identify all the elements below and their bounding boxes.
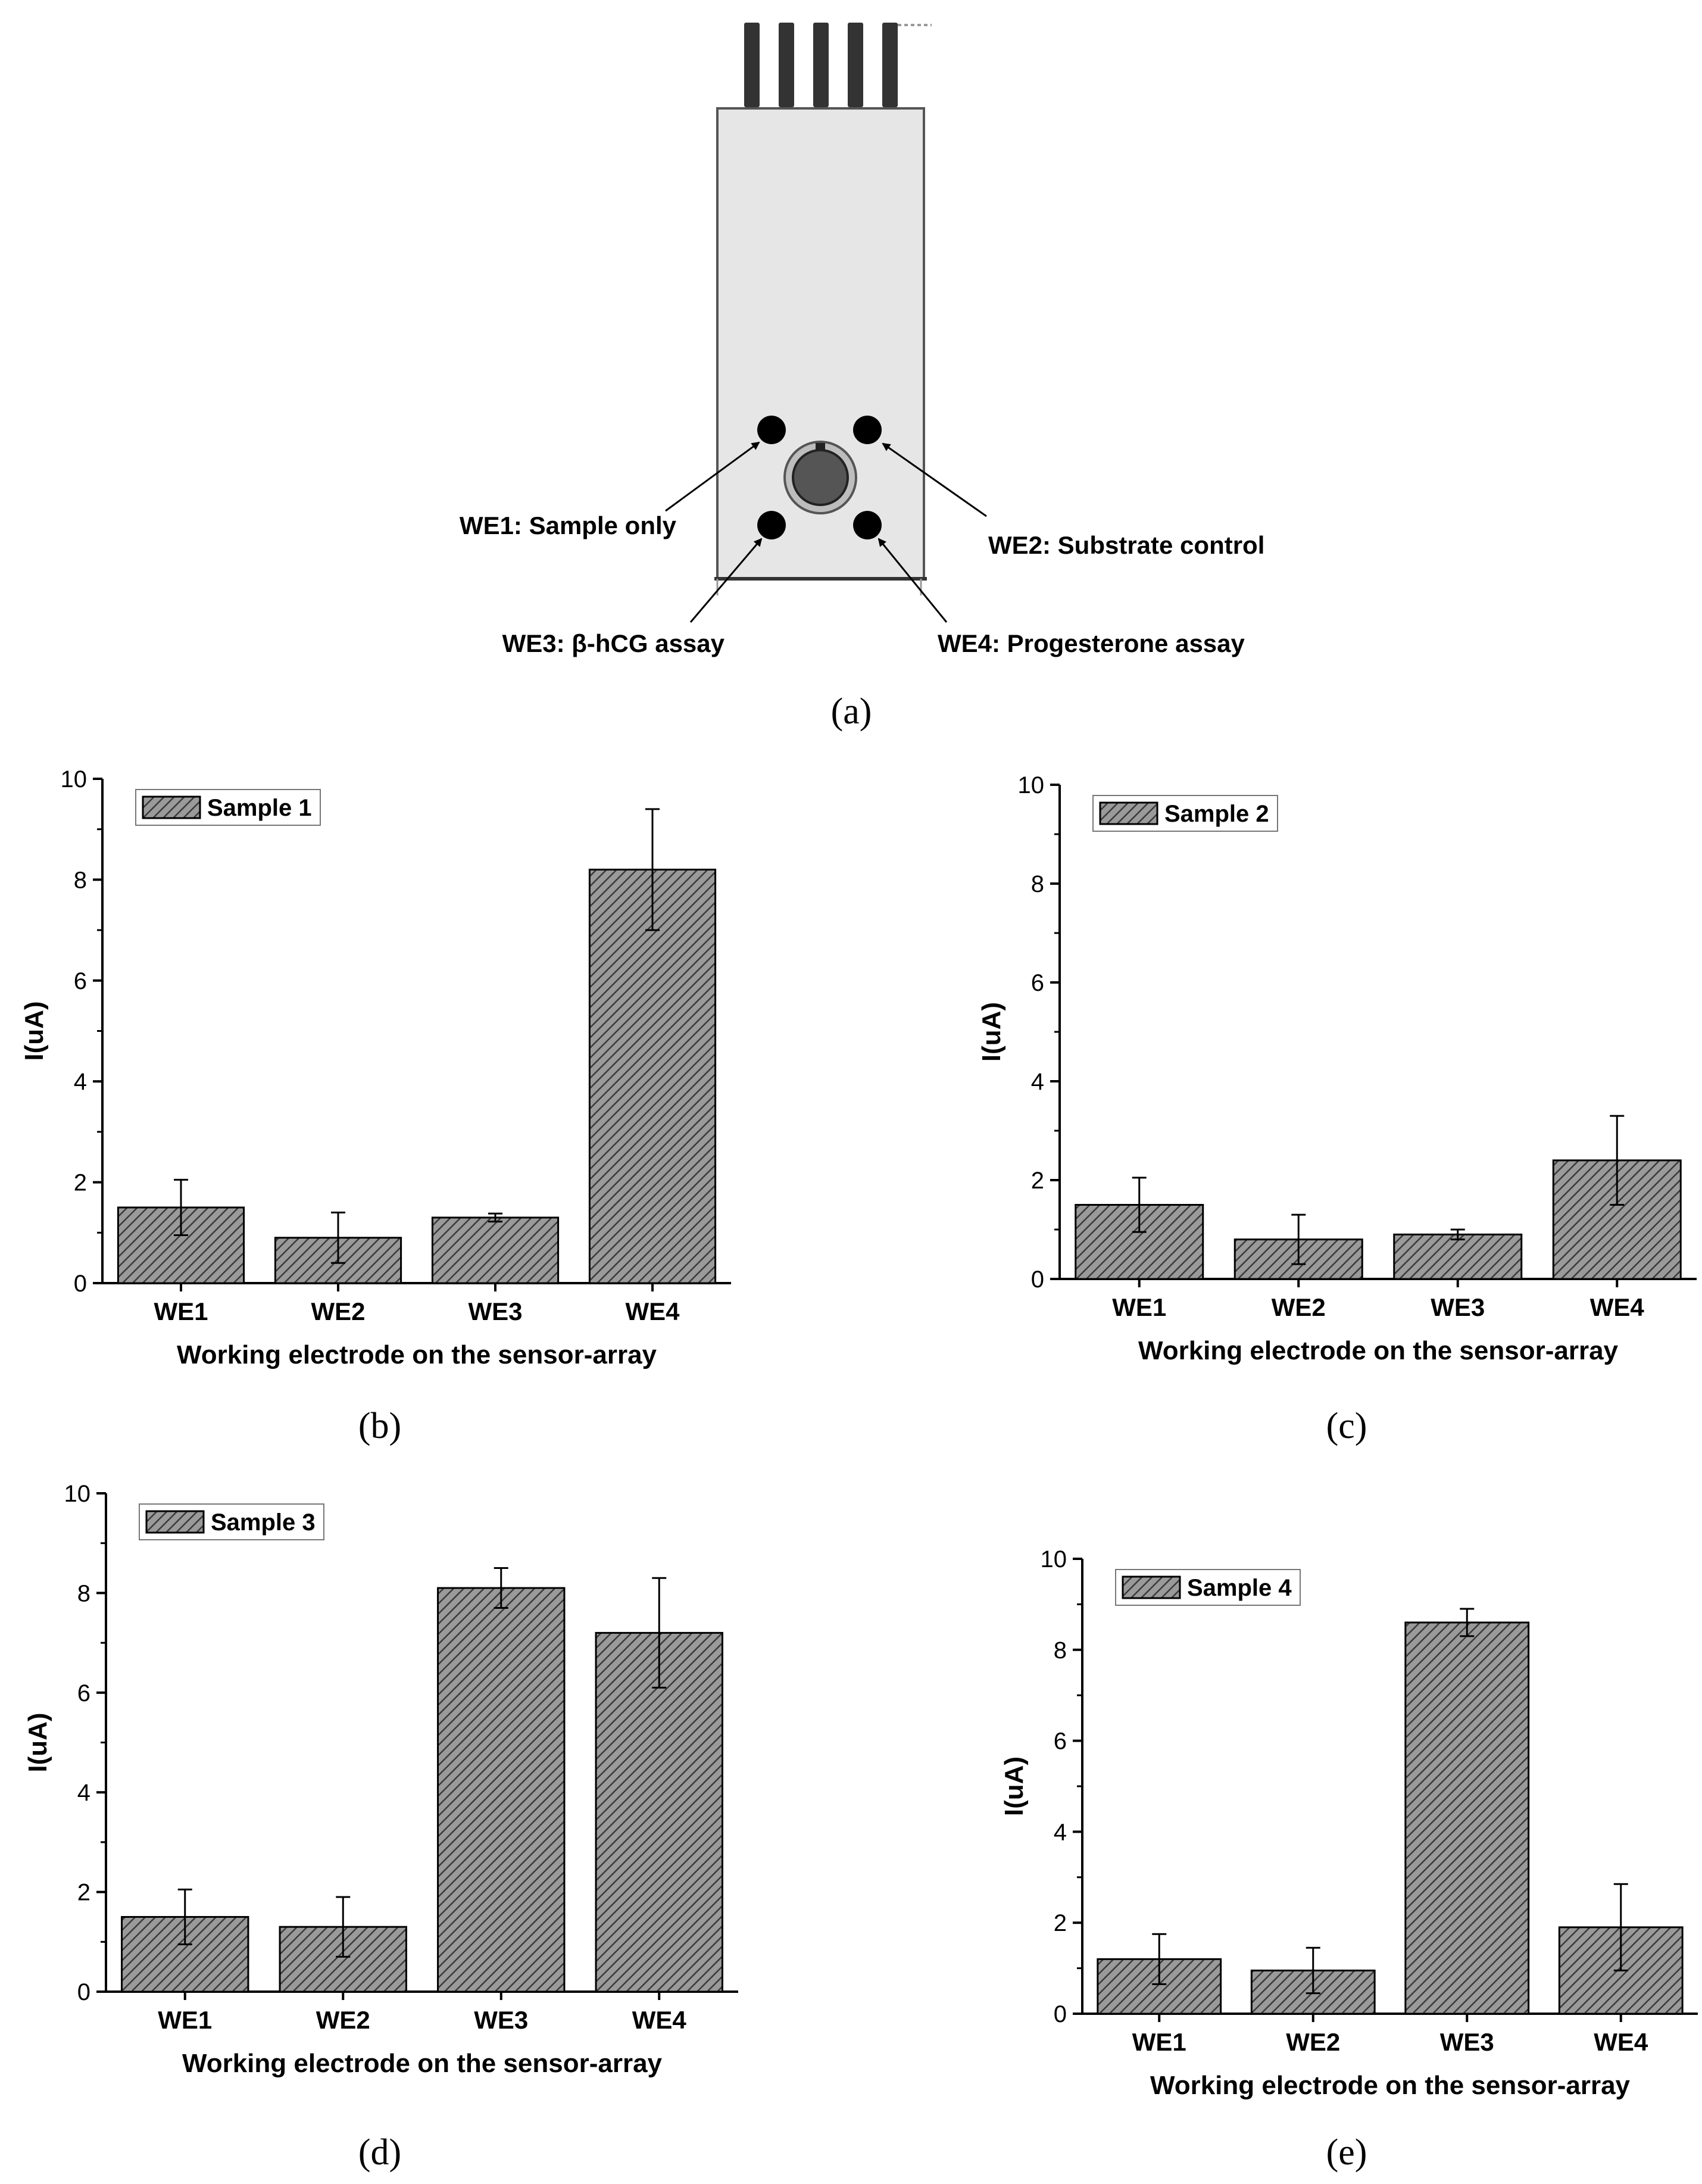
x-axis-label: Working electrode on the sensor-array — [1150, 2071, 1631, 2100]
y-tick-label: 8 — [74, 867, 87, 893]
x-axis-label: Working electrode on the sensor-array — [1138, 1336, 1619, 1365]
panel-label-d: (d) — [358, 2132, 401, 2173]
x-tick-label: WE2 — [311, 1297, 365, 1325]
y-tick-label: 0 — [1031, 1266, 1044, 1293]
x-tick-label: WE3 — [1431, 1293, 1485, 1321]
y-tick-label: 8 — [1054, 1637, 1067, 1664]
electrode-we1 — [757, 416, 786, 444]
chart-sample-2: 0 2 4 6 8 10 WE1 WE2 WE3 WE4 Working electrode on … — [977, 772, 1697, 1365]
y-tick-label: 6 — [1031, 970, 1044, 996]
x-tick-label: WE4 — [1594, 2028, 1648, 2056]
electrode-we4 — [853, 511, 882, 539]
electrode-we3 — [757, 511, 786, 539]
x-tick-label: WE1 — [1132, 2028, 1186, 2056]
x-tick-label: WE4 — [632, 2006, 687, 2034]
connector-pin — [882, 23, 898, 107]
y-tick-label: 4 — [1031, 1069, 1044, 1095]
y-tick-label: 0 — [74, 1271, 87, 1297]
chart-sample-1: 0 2 4 6 8 10 WE1 WE2 WE3 WE4 Working electrode on … — [20, 766, 731, 1369]
arrow-we1 — [665, 441, 760, 512]
bar-we1 — [1097, 1958, 1222, 2015]
y-tick-label: 4 — [77, 1780, 90, 1806]
x-axis-label: Working electrode on the sensor-array — [182, 2049, 663, 2078]
legend-label: Sample 2 — [1164, 801, 1269, 827]
y-axis-label: I(uA) — [977, 1002, 1006, 1062]
bar-we3 — [431, 1216, 560, 1284]
y-tick-label: 10 — [1041, 1546, 1067, 1573]
arrow-we3 — [689, 538, 763, 623]
y-axis-label: I(uA) — [23, 1712, 52, 1772]
panel-label-a: (a) — [831, 691, 872, 732]
y-tick-label: 8 — [1031, 871, 1044, 897]
connector-pin — [744, 23, 760, 107]
y-tick-label: 6 — [77, 1680, 90, 1706]
y-tick-label: 6 — [1054, 1729, 1067, 1755]
y-tick-label: 10 — [61, 766, 88, 793]
legend-swatch — [145, 1510, 205, 1534]
legend-swatch — [1099, 801, 1158, 825]
legend-label: Sample 3 — [211, 1509, 316, 1536]
y-tick-label: 2 — [1031, 1168, 1044, 1194]
x-tick-label: WE2 — [1286, 2028, 1340, 2056]
panel-label-b: (b) — [358, 1406, 401, 1446]
label-we4: WE4: Progesterone assay — [938, 629, 1245, 657]
x-axis-label: Working electrode on the sensor-array — [177, 1340, 657, 1369]
bar-we3 — [1393, 1233, 1523, 1280]
label-we2: WE2: Substrate control — [988, 531, 1264, 559]
y-tick-label: 4 — [1054, 1819, 1067, 1845]
panel-label-e: (e) — [1326, 2132, 1367, 2173]
bar-we4 — [588, 868, 717, 1284]
y-tick-label: 8 — [77, 1580, 90, 1606]
x-tick-label: WE4 — [1590, 1293, 1645, 1321]
electrode-we2 — [853, 416, 882, 444]
x-tick-label: WE2 — [1272, 1293, 1326, 1321]
bar-we3 — [437, 1587, 566, 1993]
sensor-device: WE1: Sample only WE2: Substrate control … — [460, 23, 1264, 657]
x-tick-label: WE2 — [316, 2006, 370, 2034]
y-axis-label: I(uA) — [1000, 1756, 1029, 1816]
x-tick-label: WE4 — [625, 1297, 680, 1325]
y-tick-label: 10 — [64, 1481, 91, 1507]
y-tick-label: 0 — [77, 1979, 90, 2005]
chart-sample-3: 0 2 4 6 8 10 WE1 WE2 WE3 WE4 Working electrode on … — [23, 1481, 738, 2078]
connector-pins — [744, 23, 932, 107]
y-axis-label: I(uA) — [20, 1001, 49, 1060]
x-tick-label: WE3 — [468, 1297, 522, 1325]
arrow-we4 — [877, 538, 948, 623]
connector-pin — [779, 23, 794, 107]
y-tick-label: 0 — [1054, 2001, 1067, 2027]
x-tick-label: WE1 — [154, 1297, 208, 1325]
legend-label: Sample 4 — [1187, 1575, 1292, 1601]
y-tick-label: 4 — [74, 1069, 87, 1095]
legend-label: Sample 1 — [207, 795, 312, 821]
x-tick-label: WE3 — [474, 2006, 528, 2034]
label-we1: WE1: Sample only — [460, 511, 677, 539]
x-tick-label: WE1 — [1112, 1293, 1166, 1321]
y-tick-label: 2 — [1054, 1910, 1067, 1936]
label-we3: WE3: β-hCG assay — [502, 629, 725, 657]
bar-we3 — [1404, 1621, 1530, 2015]
connector-pin — [813, 23, 829, 107]
x-tick-label: WE1 — [158, 2006, 212, 2034]
y-tick-label: 6 — [74, 968, 87, 994]
y-tick-label: 10 — [1018, 772, 1045, 798]
legend-swatch — [1122, 1575, 1181, 1599]
y-tick-label: 2 — [74, 1170, 87, 1196]
x-tick-label: WE3 — [1440, 2028, 1494, 2056]
chart-sample-4: 0 2 4 6 8 10 WE1 WE2 WE3 WE4 Working electrode on … — [1000, 1546, 1698, 2100]
legend-swatch — [142, 795, 201, 819]
y-tick-label: 2 — [77, 1880, 90, 1906]
arrow-we2 — [882, 442, 987, 517]
connector-pin — [848, 23, 863, 107]
panel-label-c: (c) — [1326, 1406, 1367, 1446]
counter-electrode — [792, 449, 849, 506]
